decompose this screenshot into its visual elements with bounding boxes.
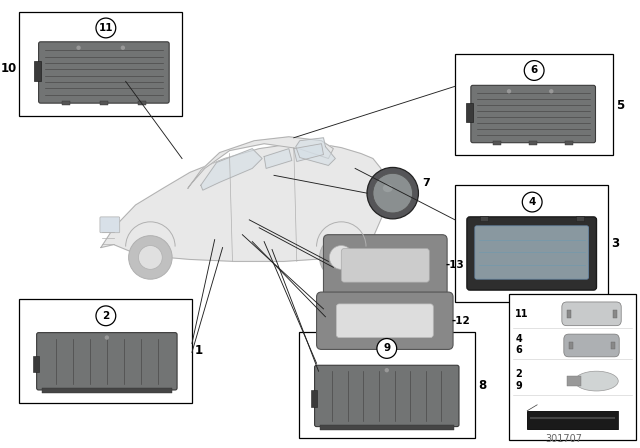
Circle shape [330,246,353,269]
Bar [493,141,501,145]
Text: 2: 2 [102,311,109,321]
Text: 7: 7 [422,178,430,188]
FancyBboxPatch shape [467,217,596,290]
Text: -12: -12 [451,316,470,326]
Bar [319,425,454,430]
Text: 4: 4 [515,334,522,344]
Text: 11: 11 [99,23,113,33]
Bar [527,411,618,429]
FancyBboxPatch shape [315,365,459,426]
Text: 10: 10 [1,62,17,75]
Bar [19,299,192,403]
Polygon shape [188,137,333,188]
FancyBboxPatch shape [38,42,169,103]
Bar [42,388,172,393]
Circle shape [367,168,419,219]
Polygon shape [296,138,335,165]
Circle shape [129,236,172,279]
FancyBboxPatch shape [323,235,447,296]
FancyBboxPatch shape [337,304,433,337]
Circle shape [508,90,511,93]
Bar [100,101,108,105]
Text: 9: 9 [383,344,390,353]
Bar [529,141,537,145]
Bar [299,332,475,439]
FancyBboxPatch shape [475,226,589,279]
Bar [567,376,580,386]
FancyBboxPatch shape [562,302,621,326]
Text: 11: 11 [515,309,529,319]
Text: 4: 4 [529,197,536,207]
Text: 5: 5 [616,99,625,112]
Circle shape [96,306,116,326]
Circle shape [550,90,553,93]
Circle shape [138,246,163,269]
Ellipse shape [383,184,393,192]
FancyBboxPatch shape [471,85,595,143]
Bar [565,141,573,145]
Circle shape [385,369,388,372]
Text: 6: 6 [531,65,538,76]
FancyBboxPatch shape [341,249,429,282]
FancyBboxPatch shape [317,292,453,349]
Bar [34,61,40,81]
Bar [455,185,609,302]
Circle shape [106,336,108,339]
Bar [310,390,317,407]
Circle shape [122,46,124,49]
Text: 9: 9 [515,381,522,391]
Text: 3: 3 [611,237,620,250]
FancyBboxPatch shape [36,332,177,390]
Circle shape [373,173,413,213]
Bar [567,310,571,318]
Circle shape [319,236,363,279]
Circle shape [77,46,80,49]
Bar [19,12,182,116]
Text: -13: -13 [445,260,464,270]
Polygon shape [101,144,385,261]
Bar [62,101,70,105]
Text: 301707: 301707 [545,435,582,444]
FancyBboxPatch shape [100,217,120,233]
Circle shape [524,60,544,80]
Bar [569,342,573,349]
Text: 1: 1 [195,344,203,357]
Bar [611,342,615,349]
Polygon shape [294,144,323,161]
Bar [466,103,473,122]
Circle shape [522,192,542,212]
Bar [480,216,488,221]
Bar [455,54,613,155]
Circle shape [96,18,116,38]
Bar [509,294,636,440]
Bar [33,356,38,372]
FancyBboxPatch shape [564,334,620,357]
Polygon shape [201,149,262,190]
Circle shape [377,339,397,358]
Text: 2: 2 [515,369,522,379]
Polygon shape [264,149,292,168]
Bar [613,310,617,318]
Ellipse shape [575,371,618,391]
Bar [138,101,146,105]
Text: 6: 6 [515,345,522,355]
Bar [576,216,584,221]
Text: 8: 8 [478,379,486,392]
